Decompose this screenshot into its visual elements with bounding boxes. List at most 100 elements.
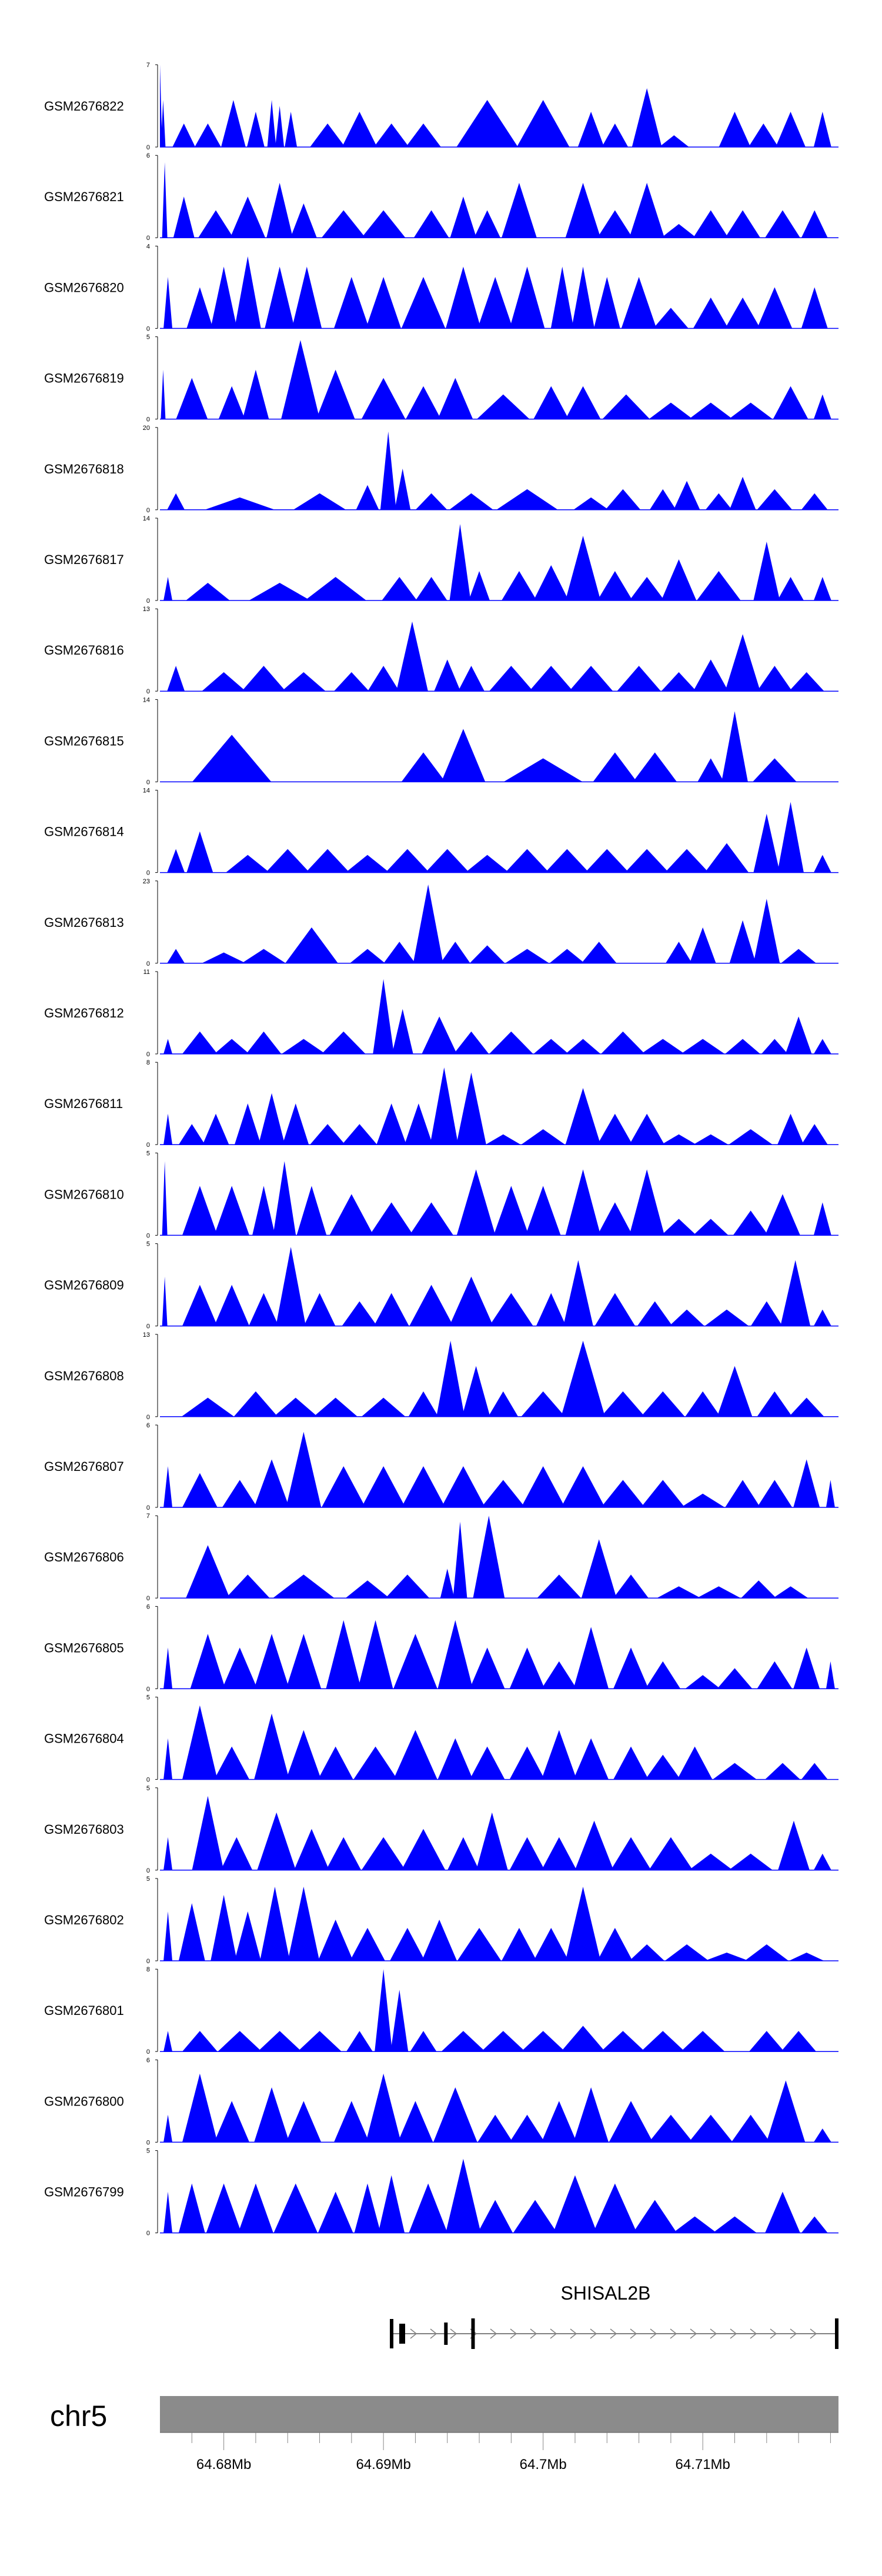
signal-peak <box>581 1539 617 1599</box>
strand-arrow <box>510 2328 517 2339</box>
signal-peak <box>433 2087 477 2143</box>
signal-peak <box>565 1087 601 1145</box>
signal-peak <box>415 493 447 510</box>
signal-peak <box>533 386 569 419</box>
y-tick-label-max: 8 <box>146 1966 150 1973</box>
signal-peak <box>310 1124 345 1145</box>
track-GSM2676804: GSM2676804 5 0 <box>44 1694 838 1784</box>
signal-peak <box>813 855 831 873</box>
signal-peak <box>629 1169 665 1236</box>
signal-peak <box>373 124 409 147</box>
chromosome-bar <box>160 2396 838 2432</box>
signal-peak <box>541 1661 577 1689</box>
signal-peak <box>661 1134 697 1145</box>
signal-peak <box>661 1219 697 1236</box>
signal-peak <box>719 112 751 147</box>
signal-peak <box>163 577 173 600</box>
signal-peak <box>509 2114 545 2143</box>
strand-arrow <box>750 2328 757 2339</box>
signal-peak <box>602 124 629 147</box>
signal-peak <box>361 210 406 238</box>
signal-peak <box>285 112 298 147</box>
signal-peak <box>218 2031 262 2052</box>
signal-peak <box>346 2031 373 2052</box>
signal-peak <box>813 1039 831 1054</box>
signal-peak <box>273 2183 318 2233</box>
signal-peak <box>218 386 245 419</box>
signal-peak <box>366 276 402 329</box>
signal-peak <box>673 481 700 510</box>
signal-peak <box>785 1016 812 1054</box>
signal-peak <box>286 1634 322 1689</box>
signal-peak <box>645 1754 681 1780</box>
track-GSM2676801: GSM2676801 8 0 <box>44 1966 838 2056</box>
signal-peak <box>640 1480 685 1507</box>
signal-peak <box>161 100 166 147</box>
signal-peak <box>561 2026 605 2052</box>
signal-peak <box>449 524 471 600</box>
signal-peak <box>214 1746 250 1780</box>
signal-peak <box>765 1763 800 1780</box>
signal-peak <box>342 1124 377 1145</box>
signal-peak <box>181 1397 235 1417</box>
signal-peak <box>773 1586 808 1599</box>
signal-peak <box>697 571 741 600</box>
signal-peak <box>440 942 470 963</box>
track-label: GSM2676810 <box>44 1187 124 1202</box>
signal-peak <box>393 1634 437 1689</box>
signal-peak <box>705 493 732 510</box>
signal-peak <box>457 1928 502 1961</box>
signal-peak <box>536 1293 566 1326</box>
signal-peak <box>624 849 669 873</box>
signal-peak <box>353 1746 397 1780</box>
signal-peak <box>685 1675 721 1689</box>
signal-peak <box>321 1466 366 1507</box>
signal-peak <box>163 276 173 329</box>
signal-peak <box>717 1668 753 1689</box>
signal-peak <box>409 1202 453 1236</box>
signal-peak <box>533 1928 569 1961</box>
signal-peak <box>211 266 238 329</box>
signal-peak <box>813 1309 831 1326</box>
track-GSM2676814: GSM2676814 14 0 <box>44 788 838 877</box>
signal-peak <box>182 2073 218 2143</box>
signal-peak <box>163 1466 173 1507</box>
signal-peak <box>476 1812 508 1870</box>
signal-peak <box>697 758 724 782</box>
signal-peak <box>563 1260 593 1326</box>
signal-peak <box>163 1837 173 1870</box>
track-label: GSM2676819 <box>44 371 124 386</box>
track-label: GSM2676821 <box>44 189 124 204</box>
signal-peak <box>801 1124 828 1145</box>
signal-peak <box>477 276 513 329</box>
signal-peak <box>449 1276 493 1326</box>
signal-peak <box>741 1580 777 1599</box>
signal-peak <box>410 2031 437 2052</box>
signal-peak <box>422 1920 457 1961</box>
signal-peak <box>254 1713 289 1780</box>
signal-peak <box>298 2031 342 2052</box>
signal-peak <box>601 2031 645 2052</box>
signal-peak <box>446 2158 481 2233</box>
y-tick-label-zero: 0 <box>146 1414 150 1421</box>
signal-peak <box>305 849 350 873</box>
signal-peak <box>186 1545 230 1599</box>
signal-peak <box>597 1113 633 1145</box>
signal-peak <box>242 949 286 963</box>
signal-peak <box>581 942 617 963</box>
signal-peak <box>456 1169 496 1236</box>
track-label: GSM2676809 <box>44 1278 124 1293</box>
signal-peak <box>521 1466 566 1507</box>
signal-peak <box>729 402 773 419</box>
signal-peak <box>801 1763 828 1780</box>
chromosome-track: chr5 <box>50 2396 838 2432</box>
signal-peak <box>505 849 549 873</box>
signal-peak <box>601 1480 645 1507</box>
signal-peak <box>666 942 692 963</box>
signal-peak <box>368 666 400 692</box>
signal-peak <box>434 659 461 692</box>
signal-peak <box>661 559 697 600</box>
strand-arrow <box>630 2328 637 2339</box>
signal-peak <box>597 1202 633 1236</box>
